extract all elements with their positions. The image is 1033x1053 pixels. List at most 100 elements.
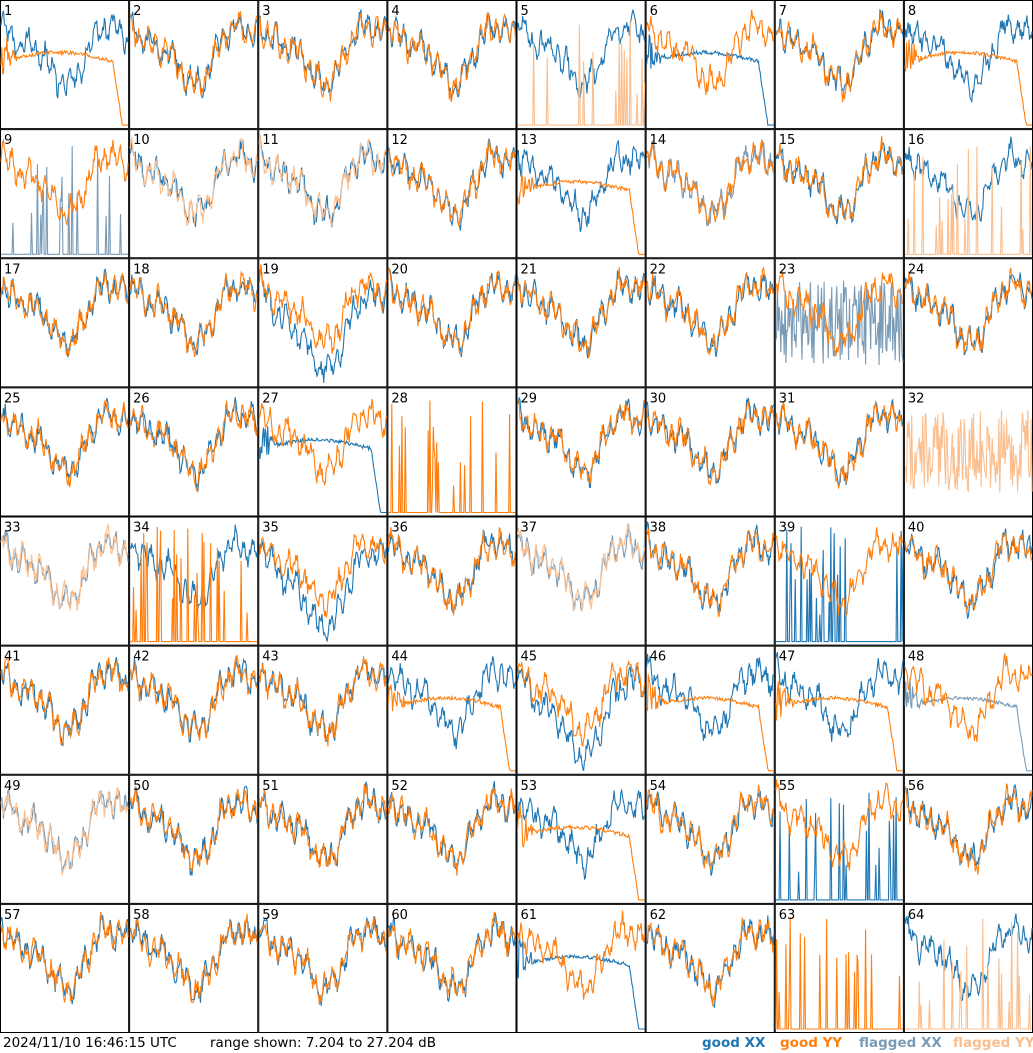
tile-32: 32 [903, 387, 1033, 517]
tile-62-yy-trace [646, 917, 775, 1006]
tile-frame [516, 129, 646, 259]
tile-frame [387, 903, 517, 1033]
tile-9-xx-trace [1, 146, 129, 255]
tile-64-xx-trace [904, 913, 1033, 1002]
tile-34-xx-trace [129, 524, 258, 615]
tile-26: 26 [129, 387, 259, 517]
tile-1-xx-trace [0, 10, 129, 99]
tile-11-yy-trace [258, 134, 387, 228]
tile-frame [516, 387, 646, 517]
tile-36-yy-trace [387, 527, 517, 616]
tile-37-xx-trace [516, 524, 646, 611]
tile-60-xx-trace [387, 912, 517, 1003]
tile-19-yy-trace [258, 264, 387, 355]
tile-63-yy-trace [775, 917, 903, 1030]
tile-label: 63 [779, 908, 796, 923]
tile-34-yy-trace [130, 526, 258, 643]
tile-frame [258, 516, 388, 646]
tile-frame [0, 258, 130, 388]
tile-label: 16 [908, 133, 925, 148]
tile-45-xx-trace [516, 665, 646, 771]
tile-frame [129, 903, 259, 1033]
tile-frame [774, 0, 904, 130]
tile-33: 33 [0, 516, 130, 646]
tile-frame [645, 129, 775, 259]
tile-3: 3 [258, 0, 388, 130]
tile-21: 21 [516, 258, 646, 388]
tile-frame [774, 645, 904, 775]
tile-48-yy-trace [904, 653, 1033, 743]
tile-label: 11 [262, 133, 279, 148]
tile-27-yy-trace [258, 398, 387, 487]
tile-label: 33 [4, 521, 21, 536]
tile-13-xx-trace [516, 140, 646, 232]
tile-50: 50 [129, 774, 259, 904]
range-label: range shown: 7.204 to 27.204 dB [210, 1035, 436, 1051]
tile-40: 40 [903, 516, 1033, 646]
tile-41-xx-trace [0, 656, 129, 747]
legend-good-yy: good YY [780, 1035, 843, 1051]
tile-label: 2 [133, 4, 141, 19]
tile-43-xx-trace [258, 658, 387, 742]
tile-frame [387, 645, 517, 775]
tile-12-yy-trace [388, 139, 517, 227]
tile-15-yy-trace [775, 135, 903, 221]
tile-label: 58 [133, 908, 150, 923]
tile-27-xx-trace [258, 426, 387, 514]
tile-label: 26 [133, 391, 150, 406]
tile-12: 12 [387, 129, 517, 259]
tile-frame [903, 645, 1033, 775]
tile-label: 24 [908, 262, 925, 277]
tile-frame [774, 516, 904, 646]
tile-label: 6 [650, 4, 658, 19]
tile-label: 23 [779, 262, 796, 277]
tile-label: 18 [133, 262, 150, 277]
tile-frame [774, 774, 904, 904]
tile-label: 57 [4, 908, 21, 923]
tile-label: 54 [650, 779, 667, 794]
tile-frame [516, 0, 646, 130]
tile-22: 22 [645, 258, 775, 388]
tile-frame [645, 903, 775, 1033]
tile-53: 53 [516, 774, 646, 904]
tile-frame [645, 258, 775, 388]
tile-54: 54 [645, 774, 775, 904]
tile-label: 8 [908, 4, 916, 19]
tile-48: 48 [903, 645, 1033, 775]
tile-frame [516, 903, 646, 1033]
tile-62: 62 [645, 903, 775, 1033]
tile-42-yy-trace [129, 654, 258, 741]
tile-59-yy-trace [258, 916, 387, 1006]
tile-33-yy-trace [0, 523, 129, 612]
tile-frame [129, 387, 259, 517]
tile-label: 56 [908, 779, 925, 794]
tile-label: 64 [908, 908, 925, 923]
tile-frame [258, 0, 388, 130]
tile-17: 17 [0, 258, 130, 388]
tile-frame [903, 258, 1033, 388]
tile-label: 53 [521, 779, 538, 794]
tile-label: 27 [262, 391, 279, 406]
tile-label: 10 [133, 133, 150, 148]
tile-52-yy-trace [387, 786, 517, 876]
tile-20-yy-trace [387, 267, 516, 355]
tile-8-xx-trace [904, 14, 1033, 104]
tile-17-xx-trace [0, 268, 129, 358]
tile-58: 58 [129, 903, 259, 1033]
tile-frame [0, 0, 130, 130]
tile-16: 16 [903, 129, 1033, 259]
tile-41: 41 [0, 645, 130, 775]
tile-53-yy-trace [516, 803, 645, 901]
tile-frame [774, 258, 904, 388]
tile-label: 1 [4, 4, 12, 19]
tile-label: 60 [391, 908, 408, 923]
tile-label: 46 [650, 650, 667, 665]
tile-label: 61 [521, 908, 538, 923]
tile-frame [258, 129, 388, 259]
tile-label: 39 [779, 521, 796, 536]
tile-27: 27 [258, 387, 388, 517]
tile-13-yy-trace [516, 173, 645, 255]
tile-57-yy-trace [0, 911, 129, 1003]
tile-label: 55 [779, 779, 796, 794]
tile-35: 35 [258, 516, 388, 646]
